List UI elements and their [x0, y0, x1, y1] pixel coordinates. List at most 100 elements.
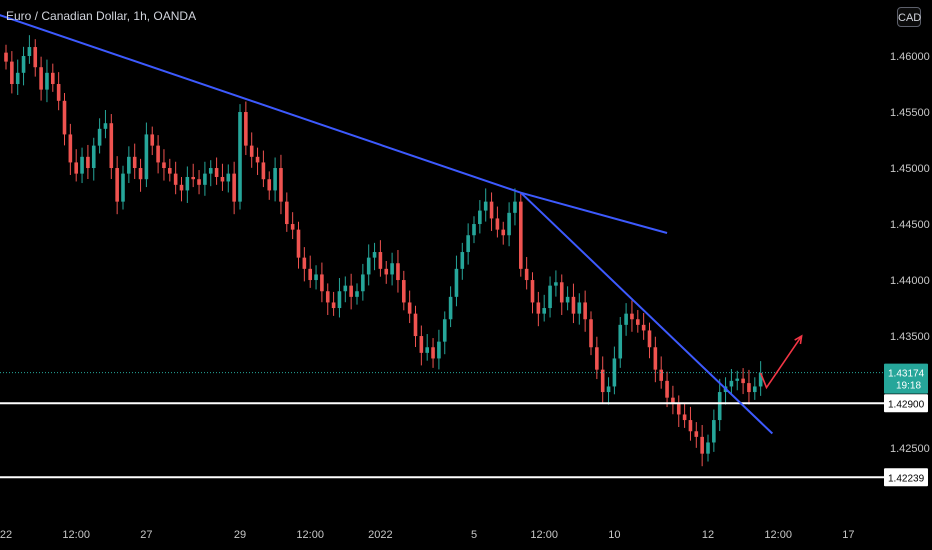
candle-body	[454, 268, 459, 297]
candle-body	[156, 145, 160, 163]
candle-body	[472, 224, 476, 236]
level-price-box	[884, 394, 928, 413]
currency-badge[interactable]: CAD	[897, 7, 921, 27]
candle-body	[197, 179, 201, 185]
candle-body	[51, 72, 55, 85]
candle-body	[302, 257, 307, 269]
candle-body	[203, 173, 207, 185]
candle-body	[712, 420, 716, 443]
candle-body	[571, 296, 576, 314]
candle-body	[62, 100, 67, 135]
candle-body	[665, 380, 669, 398]
candle-body	[185, 176, 190, 191]
chart-title: Euro / Canadian Dollar, 1h, OANDA	[6, 9, 197, 23]
candle-body	[320, 274, 324, 292]
candle-body	[536, 302, 541, 314]
candle-body	[208, 168, 213, 174]
candle-body	[390, 263, 394, 275]
candle-body	[694, 431, 699, 437]
candle-body	[80, 156, 84, 174]
candle-body	[735, 378, 740, 381]
price-axis[interactable]: 1.46000 1.45500 1.45000 1.44500 1.44000 1.435…	[884, 0, 932, 550]
candle-body	[442, 319, 447, 342]
time-axis[interactable]: 22 12:00 27 29 12:00 2022 5 12:00 10 12 12:00 17	[0, 522, 884, 550]
candle-body	[612, 358, 617, 387]
candle-body	[296, 229, 301, 258]
candle-body	[331, 302, 336, 309]
trendline[interactable]	[0, 11, 522, 194]
candle-body	[15, 72, 20, 85]
candle-body	[641, 324, 646, 331]
candle-body	[343, 285, 348, 292]
candle-body	[378, 252, 383, 269]
candle-body	[109, 123, 114, 169]
candle-body	[91, 145, 96, 169]
candle-body	[179, 184, 184, 191]
candle-body	[466, 235, 470, 253]
candle-body	[39, 67, 43, 90]
candle-body	[413, 313, 418, 337]
time-tick-label: 12:00	[62, 529, 90, 541]
candle-body	[507, 212, 511, 236]
candle-body	[682, 414, 687, 421]
candle-body	[27, 47, 32, 57]
candle-body	[86, 156, 90, 169]
candle-body	[290, 224, 295, 230]
candle-body	[530, 280, 535, 303]
trendline[interactable]	[520, 191, 668, 234]
candle-body	[542, 308, 546, 314]
candle-body	[168, 168, 172, 174]
candle-body	[407, 302, 412, 314]
time-tick-label: 12	[702, 529, 714, 541]
projection-layer	[759, 334, 803, 390]
price-tick-label: 1.44500	[890, 219, 930, 231]
candle-body	[308, 268, 312, 281]
candle-body	[700, 436, 704, 454]
trendline[interactable]	[520, 191, 774, 435]
candle-body	[524, 268, 529, 281]
candle-body	[4, 52, 8, 62]
candle-body	[349, 285, 353, 297]
candle-body	[56, 84, 61, 101]
candle-body	[606, 386, 611, 393]
candle-body	[45, 72, 49, 90]
time-tick-label: 2022	[368, 529, 392, 541]
candle-body	[267, 179, 272, 191]
candle-body	[249, 145, 254, 157]
candle-body	[244, 112, 248, 146]
candle-body	[115, 168, 119, 202]
level-price-label: 1.42239	[888, 473, 925, 484]
time-tick-label: 29	[234, 529, 246, 541]
candle-body	[554, 282, 558, 286]
price-tick-label: 1.44000	[890, 275, 930, 287]
time-tick-label: 17	[842, 529, 854, 541]
candle-body	[448, 296, 453, 320]
candle-body	[706, 442, 710, 454]
candle-body	[519, 201, 523, 269]
candle-body	[758, 373, 763, 387]
price-tick-label: 1.45000	[890, 163, 930, 175]
candle-body	[595, 347, 599, 370]
time-tick-label: 22	[0, 529, 12, 541]
candle-body	[33, 47, 38, 68]
candle-body	[676, 403, 681, 415]
candle-body	[583, 302, 587, 320]
candle-body	[513, 201, 517, 213]
time-tick-label: 27	[140, 529, 152, 541]
projection-arrow[interactable]	[759, 335, 803, 390]
candle-body	[489, 201, 494, 219]
level-price-box	[884, 468, 928, 487]
candle-body	[173, 173, 178, 185]
current-price-label: 1.43174	[888, 369, 925, 380]
time-tick-label: 12:00	[764, 529, 792, 541]
candle-body	[647, 330, 652, 348]
bar-countdown-label: 19:18	[896, 381, 921, 392]
candle-body	[483, 201, 488, 211]
time-axis-background	[0, 522, 884, 550]
candle-body	[261, 162, 266, 180]
candle-body	[279, 168, 283, 202]
level-price-label: 1.42900	[888, 399, 925, 410]
candle-body	[402, 280, 406, 303]
candle-body	[630, 313, 634, 320]
